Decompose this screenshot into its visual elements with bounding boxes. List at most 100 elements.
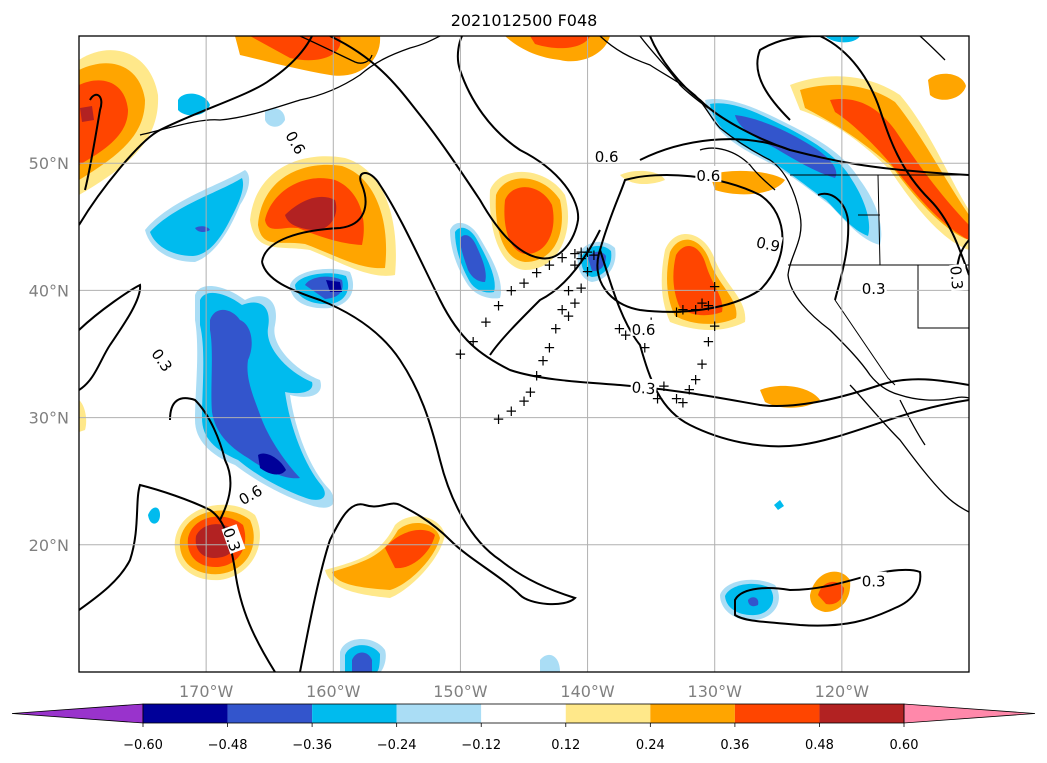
track-marker: + <box>518 392 531 410</box>
lat-tick-label: 20°N <box>29 536 69 555</box>
lon-tick-label: 170°W <box>179 682 234 701</box>
colorbar-segments <box>11 703 1036 724</box>
lat-tick-label: 30°N <box>29 409 69 428</box>
colorbar-segment <box>227 704 313 723</box>
border-layer <box>788 174 969 386</box>
colorbar-tick-label: 0.48 <box>805 738 834 753</box>
colorbar-tick-label: −0.48 <box>208 738 248 753</box>
track-marker: + <box>670 390 683 408</box>
contour-label: 0.3 <box>147 345 175 375</box>
track-marker: + <box>683 381 696 399</box>
contour-label-bg <box>149 343 178 375</box>
colorbar: −0.60 −0.48 −0.36 −0.24 −0.12 0.12 0.24 0.36 0.4… <box>11 703 1036 753</box>
track-marker: + <box>581 262 594 280</box>
colorbar-segment <box>396 704 482 723</box>
graticule <box>79 36 969 672</box>
track-marker: + <box>708 278 721 296</box>
contour-label-bg <box>754 232 783 254</box>
track-marker: + <box>613 320 626 338</box>
longitude-tick-labels: 170°W 160°W 150°W 140°W 130°W 120°W <box>179 682 869 701</box>
track-marker: + <box>492 297 505 315</box>
colorbar-segment <box>143 704 228 723</box>
map-frame <box>78 35 970 673</box>
colorbar-tick-label: −0.36 <box>292 738 332 753</box>
track-marker: + <box>575 243 588 261</box>
track-marker: + <box>543 339 556 357</box>
lon-tick-label: 160°W <box>306 682 361 701</box>
contour-label-bg <box>234 480 265 507</box>
colorbar-tick-label: −0.12 <box>461 738 501 753</box>
colorbar-tick-label: −0.24 <box>377 738 417 753</box>
colorbar-outline <box>142 703 905 724</box>
colorbar-tick-labels: −0.60 −0.48 −0.36 −0.24 −0.12 0.12 0.24 0.36 0.4… <box>123 723 918 753</box>
lat-tick-label: 50°N <box>29 154 69 173</box>
contour-label: 0.9 <box>755 233 782 256</box>
track-marker: + <box>689 370 702 388</box>
track-marker: + <box>696 294 709 312</box>
track-marker: + <box>575 250 588 268</box>
track-marker: + <box>480 313 493 331</box>
contour-label: 0.6 <box>696 167 720 185</box>
track-marker: + <box>467 332 480 350</box>
colorbar-tick-label: 0.24 <box>636 738 665 753</box>
map-panel: +++++ ++ + + +++ ++++++++++++++++++++++++++++… <box>78 35 970 673</box>
track-marker: + <box>569 245 582 263</box>
contour-label-bg <box>860 279 887 296</box>
contour-label-bg <box>221 524 246 554</box>
contour-label: 0.6 <box>595 148 619 166</box>
track-marker: + <box>543 256 556 274</box>
contour-label-bg <box>949 263 968 292</box>
contour-label-bg <box>593 146 620 163</box>
track-marker: + <box>518 274 531 292</box>
track-marker: + <box>575 279 588 297</box>
contour-label-bg <box>630 377 658 396</box>
track-marker: + <box>454 345 467 363</box>
contour-layer <box>79 36 969 672</box>
colorbar-tick-label: 0.36 <box>720 738 749 753</box>
track-marker: + <box>549 320 562 338</box>
track-marker: + <box>505 402 518 420</box>
colorbar-segment <box>481 704 566 723</box>
track-marker: + <box>708 317 721 335</box>
track-marker: + <box>524 383 537 401</box>
colorbar-segment <box>819 704 904 723</box>
track-markers: +++++ ++ + + +++ ++++++++++++++++++++++++++++… <box>454 243 721 428</box>
track-marker: + <box>670 303 683 321</box>
coastline-layer <box>139 36 969 513</box>
lat-tick-label: 40°N <box>29 281 69 300</box>
track-marker: + <box>505 281 518 299</box>
track-marker: + <box>569 256 582 274</box>
track-marker: + <box>702 297 715 315</box>
track-marker: + <box>588 246 601 264</box>
lon-tick-label: 140°W <box>560 682 615 701</box>
colorbar-segment <box>650 704 735 723</box>
colorbar-segment <box>312 704 397 723</box>
contour-label-bg <box>860 571 887 588</box>
track-marker: + <box>562 307 575 325</box>
contour-label-bg <box>630 319 657 336</box>
contour-label: 0.3 <box>862 280 886 298</box>
lon-tick-label: 130°W <box>688 682 743 701</box>
colorbar-tick-label: 0.60 <box>890 738 919 753</box>
track-marker: + <box>638 339 651 357</box>
contour-label: 0.6 <box>236 481 266 509</box>
lon-tick-label: 120°W <box>815 682 870 701</box>
contour-label: 0.3 <box>631 378 656 398</box>
track-marker: + <box>562 281 575 299</box>
colorbar-tick-label: 0.12 <box>551 738 580 753</box>
track-marker: + <box>537 351 550 369</box>
track-marker: + <box>581 243 594 261</box>
contour-label: 0.3 <box>862 573 886 591</box>
track-marker: + <box>619 326 632 344</box>
lon-tick-label: 150°W <box>433 682 488 701</box>
track-marker: + <box>556 300 569 318</box>
track-marker: + <box>530 367 543 385</box>
contour-label: 0.6 <box>281 128 309 158</box>
track-marker: + <box>569 294 582 312</box>
track-marker: + <box>702 332 715 350</box>
track-marker: + <box>492 410 505 428</box>
track-marker: + <box>677 300 690 318</box>
latitude-tick-labels: 20°N 30°N 40°N 50°N <box>29 154 69 555</box>
contour-label-bg <box>283 126 311 158</box>
